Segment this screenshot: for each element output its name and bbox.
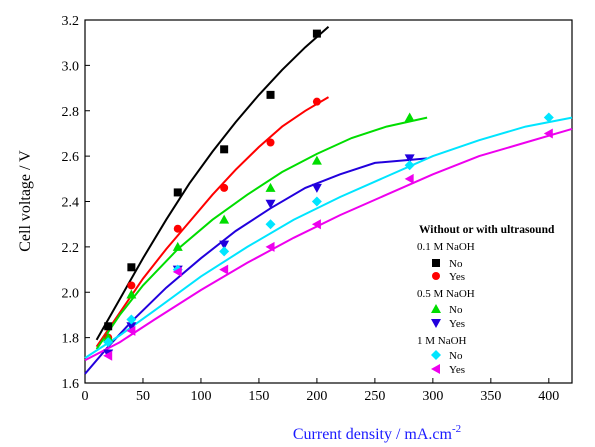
- legend-marker-series-3: [431, 319, 441, 328]
- series-1-point-5: [312, 97, 321, 106]
- series-5-point-1: [126, 325, 136, 336]
- x-tick-label-8: 400: [538, 389, 559, 404]
- series-2-fit-line: [95, 116, 428, 350]
- x-tick-label-5: 250: [364, 389, 385, 404]
- series-1-fit-line: [95, 96, 330, 348]
- legend-marker-series-1: [432, 272, 440, 280]
- x-tick-label-2: 100: [190, 389, 211, 404]
- data-points: [103, 29, 554, 361]
- legend-group-2-label: 1 M NaOH: [417, 335, 467, 347]
- series-4-point-1: [126, 314, 137, 325]
- x-axis-label-text: Current density / mA.cm: [293, 426, 453, 443]
- axis-ticks: 0 50 100 150 200 250 300 350 400 1.6 1.8 2.0 2.2 2.4 2…: [62, 14, 560, 404]
- series-2-point-2: [172, 241, 183, 251]
- series-0-point-2: [173, 188, 182, 197]
- legend-group-2-entry-1: Yes: [449, 364, 465, 376]
- y-tick-label-0: 1.6: [62, 377, 80, 392]
- series-0-point-4: [266, 90, 275, 99]
- legend-markers: [431, 259, 441, 374]
- x-tick-label-6: 300: [422, 389, 443, 404]
- series-3-point-4: [265, 199, 276, 209]
- series-4-point-3: [219, 246, 230, 257]
- series-3-point-3: [219, 240, 230, 250]
- series-2-point-4: [265, 182, 276, 192]
- series-3-fit-line: [84, 157, 428, 375]
- legend-group-1-entry-1: Yes: [449, 318, 465, 330]
- x-tick-label-0: 0: [82, 389, 89, 404]
- legend-group-1-label: 0.5 M NaOH: [417, 288, 475, 300]
- series-2-point-3: [219, 214, 230, 224]
- legend-group-0-label: 0.1 M NaOH: [417, 241, 475, 253]
- legend-marker-series-2: [431, 304, 441, 313]
- legend-marker-series-5: [431, 364, 440, 374]
- series-5-point-3: [219, 264, 229, 275]
- x-axis-label: Current density / mA.cm-2: [293, 423, 461, 443]
- series-0-point-1: [127, 263, 136, 272]
- legend-group-0-entry-0: No: [449, 258, 463, 270]
- legend-group-0-entry-1: Yes: [449, 271, 465, 283]
- series-1-point-4: [266, 138, 275, 147]
- series-5-point-7: [543, 128, 553, 139]
- series-3-point-5: [311, 183, 322, 193]
- series-2-point-1: [126, 289, 137, 299]
- series-5-point-6: [404, 173, 414, 184]
- x-tick-label-1: 50: [136, 389, 150, 404]
- legend-marker-series-0: [432, 259, 440, 267]
- series-2-point-0: [103, 332, 114, 342]
- plot-frame: [84, 19, 573, 384]
- series-3-point-1: [126, 322, 137, 332]
- legend: Without or with ultrasound 0.1 M NaOH No…: [417, 224, 555, 376]
- series-4-fit-line: [84, 116, 573, 359]
- y-tick-label-2: 2.0: [62, 286, 80, 301]
- series-1-point-2: [173, 224, 182, 233]
- y-tick-label-6: 2.8: [62, 105, 80, 120]
- y-axis-label: Cell voltage / V: [17, 150, 34, 252]
- y-tick-label-1: 1.8: [62, 332, 80, 347]
- series-4-point-0: [103, 337, 114, 348]
- series-0-fit-line: [95, 26, 330, 341]
- legend-title: Without or with ultrasound: [419, 224, 555, 236]
- series-1-point-1: [127, 281, 136, 290]
- legend-marker-series-4: [431, 350, 441, 360]
- series-2-point-5: [311, 155, 322, 165]
- legend-group-1-entry-0: No: [449, 304, 463, 316]
- series-4-point-6: [404, 160, 415, 171]
- series-4-point-5: [311, 196, 322, 207]
- y-tick-label-4: 2.4: [62, 196, 80, 211]
- y-tick-label-5: 2.6: [62, 150, 80, 165]
- series-1-point-3: [220, 183, 229, 192]
- x-tick-label-4: 200: [306, 389, 327, 404]
- y-tick-label-7: 3.0: [62, 59, 80, 74]
- fit-curves: [84, 26, 573, 375]
- series-4-point-4: [265, 219, 276, 230]
- series-0-point-3: [220, 145, 229, 154]
- series-5-point-2: [172, 266, 182, 277]
- x-axis-label-superscript: -2: [452, 423, 461, 435]
- series-5-fit-line: [84, 127, 573, 362]
- series-5-point-0: [103, 350, 113, 361]
- series-2-point-6: [404, 112, 415, 122]
- y-tick-label-3: 2.2: [62, 241, 80, 256]
- series-4-point-7: [543, 112, 554, 123]
- series-0-point-0: [104, 322, 113, 331]
- y-tick-label-8: 3.2: [62, 14, 80, 29]
- x-tick-label-7: 350: [480, 389, 501, 404]
- series-5-point-4: [265, 241, 275, 252]
- series-3-point-6: [404, 154, 415, 164]
- series-0-point-5: [312, 29, 321, 38]
- x-tick-label-3: 150: [248, 389, 269, 404]
- legend-group-2-entry-0: No: [449, 350, 463, 362]
- series-5-point-5: [311, 219, 321, 230]
